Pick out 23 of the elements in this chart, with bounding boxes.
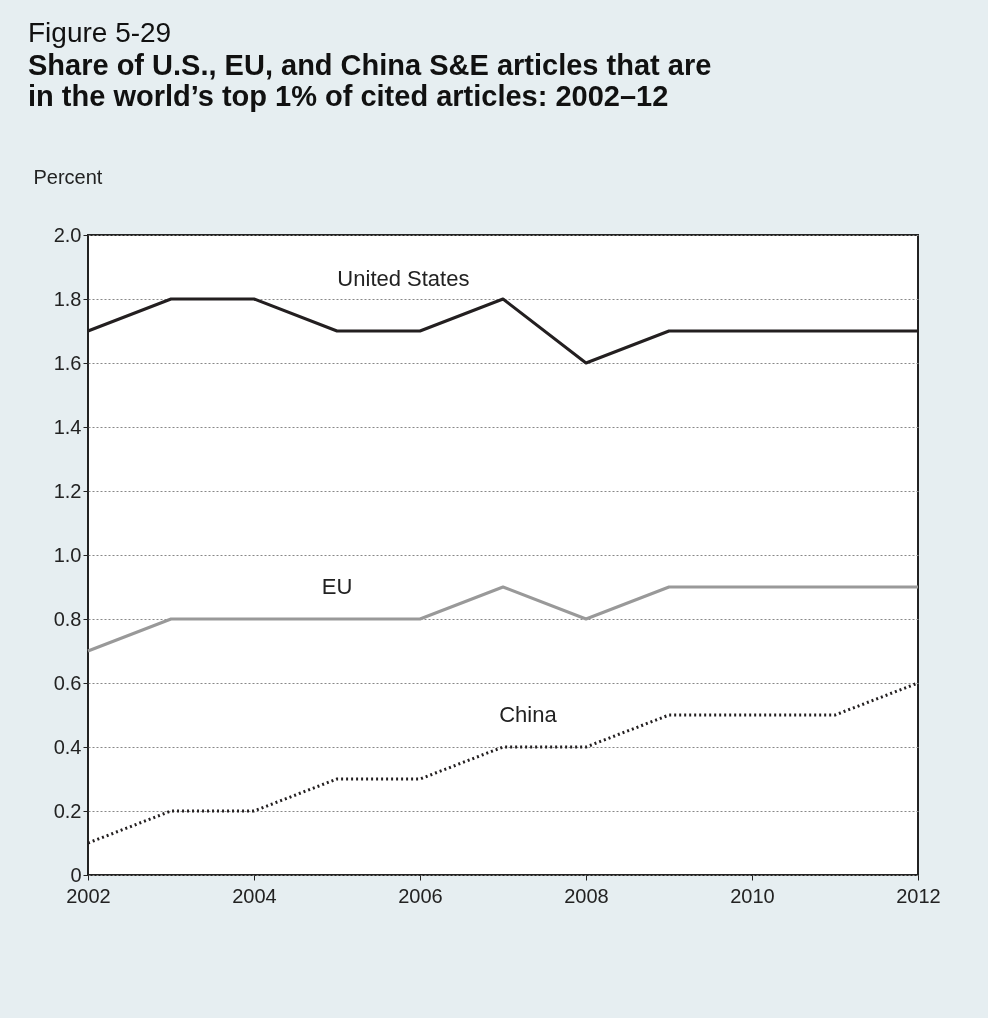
y-axis-title: Percent — [33, 165, 103, 188]
y-tick-label: 1.0 — [53, 543, 82, 566]
x-tick-label: 2010 — [730, 884, 775, 907]
x-tick-label: 2004 — [232, 884, 277, 907]
y-tick-label: 2.0 — [53, 223, 82, 246]
y-tick-label: 1.4 — [53, 415, 82, 438]
series-label: China — [499, 702, 558, 727]
y-tick-label: 0.2 — [53, 799, 82, 822]
y-tick-label: 0 — [70, 863, 82, 886]
x-tick-label: 2002 — [66, 884, 111, 907]
x-tick-label: 2008 — [564, 884, 609, 907]
chart-title: Figure 5-29 — [28, 17, 172, 48]
y-tick-label: 1.8 — [53, 287, 82, 310]
x-tick-label: 2006 — [398, 884, 443, 907]
y-tick-label: 1.6 — [53, 351, 82, 374]
y-tick-label: 0.4 — [53, 735, 82, 758]
x-tick-label: 2012 — [896, 884, 941, 907]
y-tick-label: 1.2 — [53, 479, 82, 502]
series-label: EU — [321, 574, 353, 599]
y-tick-label: 0.6 — [53, 671, 82, 694]
y-tick-label: 0.8 — [53, 607, 82, 630]
series-label: United States — [337, 266, 470, 291]
chart-subtitle: Share of U.S., EU, and China S&E articles that are in the world’s top 1% of cited articles: 2002–12 — [28, 49, 712, 112]
